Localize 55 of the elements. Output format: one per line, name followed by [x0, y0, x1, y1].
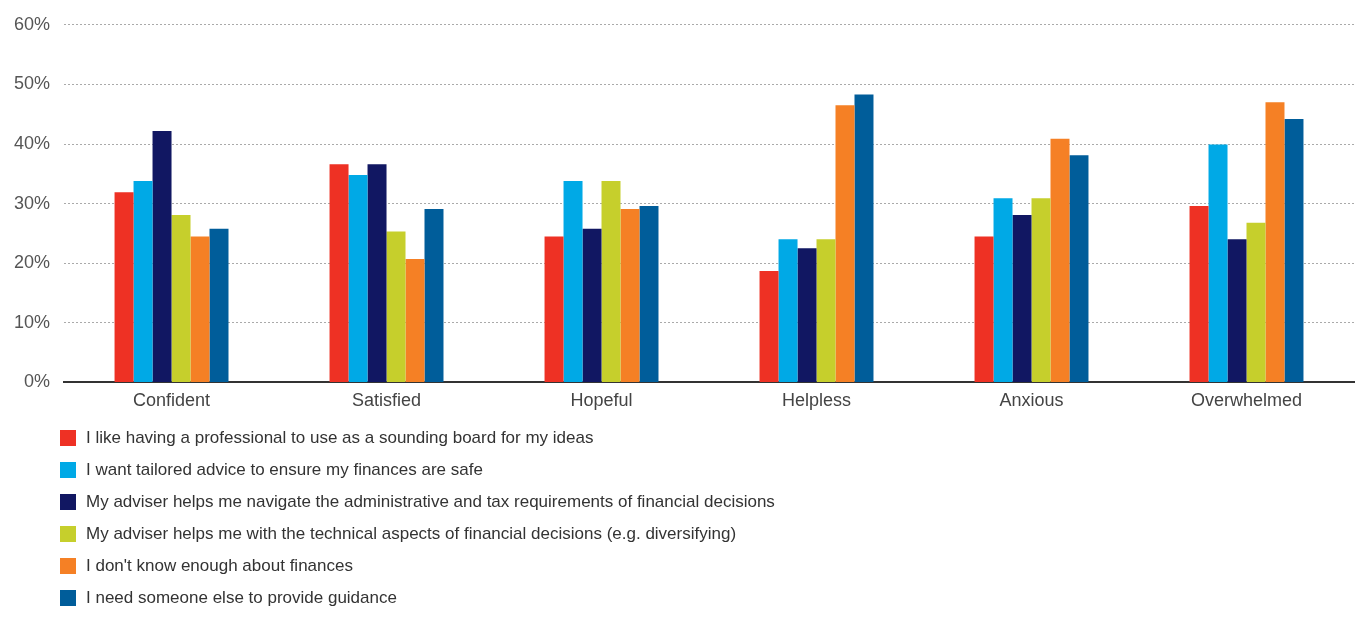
x-tick-label: Overwhelmed [1190, 390, 1303, 411]
bar [1050, 138, 1070, 382]
y-tick-label: 30% [14, 192, 51, 213]
y-tick-label: 20% [14, 252, 51, 273]
x-tick-label: Helpless [782, 390, 852, 411]
x-tick-label: Hopeful [570, 390, 633, 411]
y-tick-label: 10% [14, 311, 51, 332]
y-tick-label: 40% [14, 132, 51, 153]
bar [1284, 118, 1304, 382]
bar [386, 231, 406, 382]
legend-label: My adviser helps me navigate the administrative and tax requirements of financial decisions [86, 492, 775, 512]
bar [854, 94, 874, 382]
bar [1246, 222, 1266, 382]
x-tick-label: Confident [132, 390, 211, 411]
bar [835, 105, 855, 382]
bar [133, 180, 153, 382]
bar [778, 239, 798, 382]
bar [1208, 144, 1228, 382]
bar [974, 236, 994, 382]
y-tick-label: 0% [24, 371, 51, 392]
bar [114, 192, 134, 382]
bar [1012, 214, 1032, 382]
bar [797, 248, 817, 382]
bar [993, 198, 1013, 382]
x-tick-label: Satisfied [352, 390, 422, 411]
bar [639, 205, 659, 382]
x-tick-label: Anxious [999, 390, 1064, 411]
bar [209, 228, 229, 382]
bar [582, 228, 602, 382]
bar [544, 236, 564, 382]
bar [816, 239, 836, 382]
legend-label: I want tailored advice to ensure my finances are safe [86, 460, 483, 480]
bar [620, 208, 640, 382]
bar [152, 130, 172, 382]
bar [367, 164, 387, 382]
bar [329, 164, 349, 382]
bar [1189, 205, 1209, 382]
y-tick-label: 60% [14, 13, 51, 34]
bar [759, 270, 779, 382]
bar [563, 180, 583, 382]
bar [601, 180, 621, 382]
bar [424, 208, 444, 382]
legend-label: I need someone else to provide guidance [86, 588, 397, 608]
bar [405, 259, 425, 382]
legend-label: My adviser helps me with the technical aspects of financial decisions (e.g. diversifying) [86, 524, 737, 544]
legend-label: I like having a professional to use as a sounding board for my ideas [86, 428, 594, 448]
bar [348, 174, 368, 382]
bar [1031, 198, 1051, 382]
bar [1227, 239, 1247, 382]
y-tick-label: 50% [14, 73, 51, 94]
bar [190, 236, 210, 382]
bar [1069, 155, 1089, 382]
bar [171, 214, 191, 382]
legend-label: I don't know enough about finances [86, 556, 353, 576]
bar [1265, 102, 1285, 382]
